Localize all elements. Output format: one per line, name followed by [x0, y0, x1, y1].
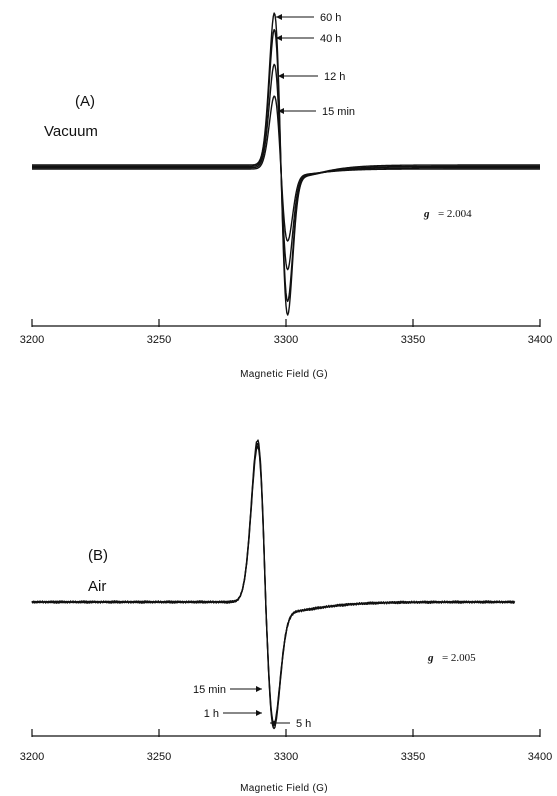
panel-b-g-factor: g = 2.005	[427, 648, 476, 665]
annotation-arrowhead	[256, 686, 262, 692]
series-line-60-h	[32, 12, 540, 316]
panel-b-g-symbol: g	[427, 652, 434, 664]
annotation-arrowhead	[276, 35, 282, 41]
series-line-40-h	[32, 28, 540, 303]
series-label: 15 min	[322, 106, 355, 118]
x-tick-label: 3250	[147, 751, 171, 763]
x-tick-label: 3350	[401, 751, 425, 763]
series-label: 40 h	[320, 33, 341, 45]
series-label: 1 h	[204, 708, 219, 720]
annotation-arrowhead	[278, 108, 284, 114]
series-line-5-h	[31, 439, 515, 730]
panel-a-condition: Vacuum	[44, 123, 98, 140]
x-tick-label: 3400	[528, 334, 552, 346]
panel-a-g-factor: g = 2.004	[423, 204, 472, 221]
panel-a-x-axis-title: Magnetic Field (G)	[240, 369, 328, 380]
annotation-arrowhead	[270, 720, 276, 726]
x-tick-label: 3200	[20, 751, 44, 763]
series-label: 15 min	[193, 684, 226, 696]
series-label: 60 h	[320, 12, 341, 24]
x-tick-label: 3200	[20, 334, 44, 346]
panel-b-condition: Air	[88, 578, 106, 595]
x-tick-label: 3400	[528, 751, 552, 763]
series-label: 12 h	[324, 71, 345, 83]
panel-b-x-axis-title: Magnetic Field (G)	[240, 783, 328, 794]
panel-b-annotations: 15 min 1 h 5 h	[193, 684, 311, 730]
annotation-arrowhead	[256, 710, 262, 716]
panel-b-label: (B)	[88, 547, 108, 564]
x-tick-label: 3300	[274, 334, 298, 346]
panel-b-g-value: = 2.005	[442, 652, 476, 664]
x-tick-label: 3250	[147, 334, 171, 346]
series-line-12-h	[32, 63, 540, 271]
panel-a-annotations: 60 h 40 h 12 h 15 min	[276, 12, 355, 118]
x-tick-label: 3300	[274, 751, 298, 763]
series-line-15-min	[32, 95, 540, 242]
panel-b: (B) Air 3200 3250 3300 3350 3400 Magnetic Fi…	[20, 439, 552, 794]
x-tick-label: 3350	[401, 334, 425, 346]
series-label: 5 h	[296, 718, 311, 730]
panel-a-g-symbol: g	[423, 208, 430, 220]
panel-a-traces	[32, 12, 540, 316]
annotation-arrowhead	[278, 73, 284, 79]
annotation-arrowhead	[276, 14, 282, 20]
panel-a: (A) Vacuum 3200 3250 3300 3350 3400 Magnetic…	[20, 12, 552, 380]
panel-a-g-value: = 2.004	[438, 208, 472, 220]
panel-a-label: (A)	[75, 93, 95, 110]
